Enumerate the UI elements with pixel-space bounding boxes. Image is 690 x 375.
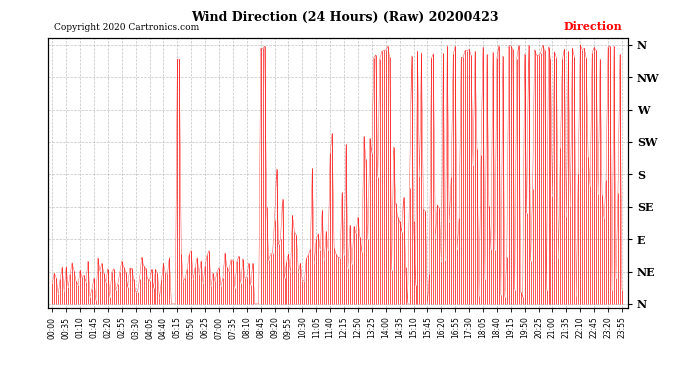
Text: Copyright 2020 Cartronics.com: Copyright 2020 Cartronics.com [54, 23, 199, 32]
Text: Direction: Direction [563, 21, 622, 32]
Text: Wind Direction (24 Hours) (Raw) 20200423: Wind Direction (24 Hours) (Raw) 20200423 [191, 11, 499, 24]
